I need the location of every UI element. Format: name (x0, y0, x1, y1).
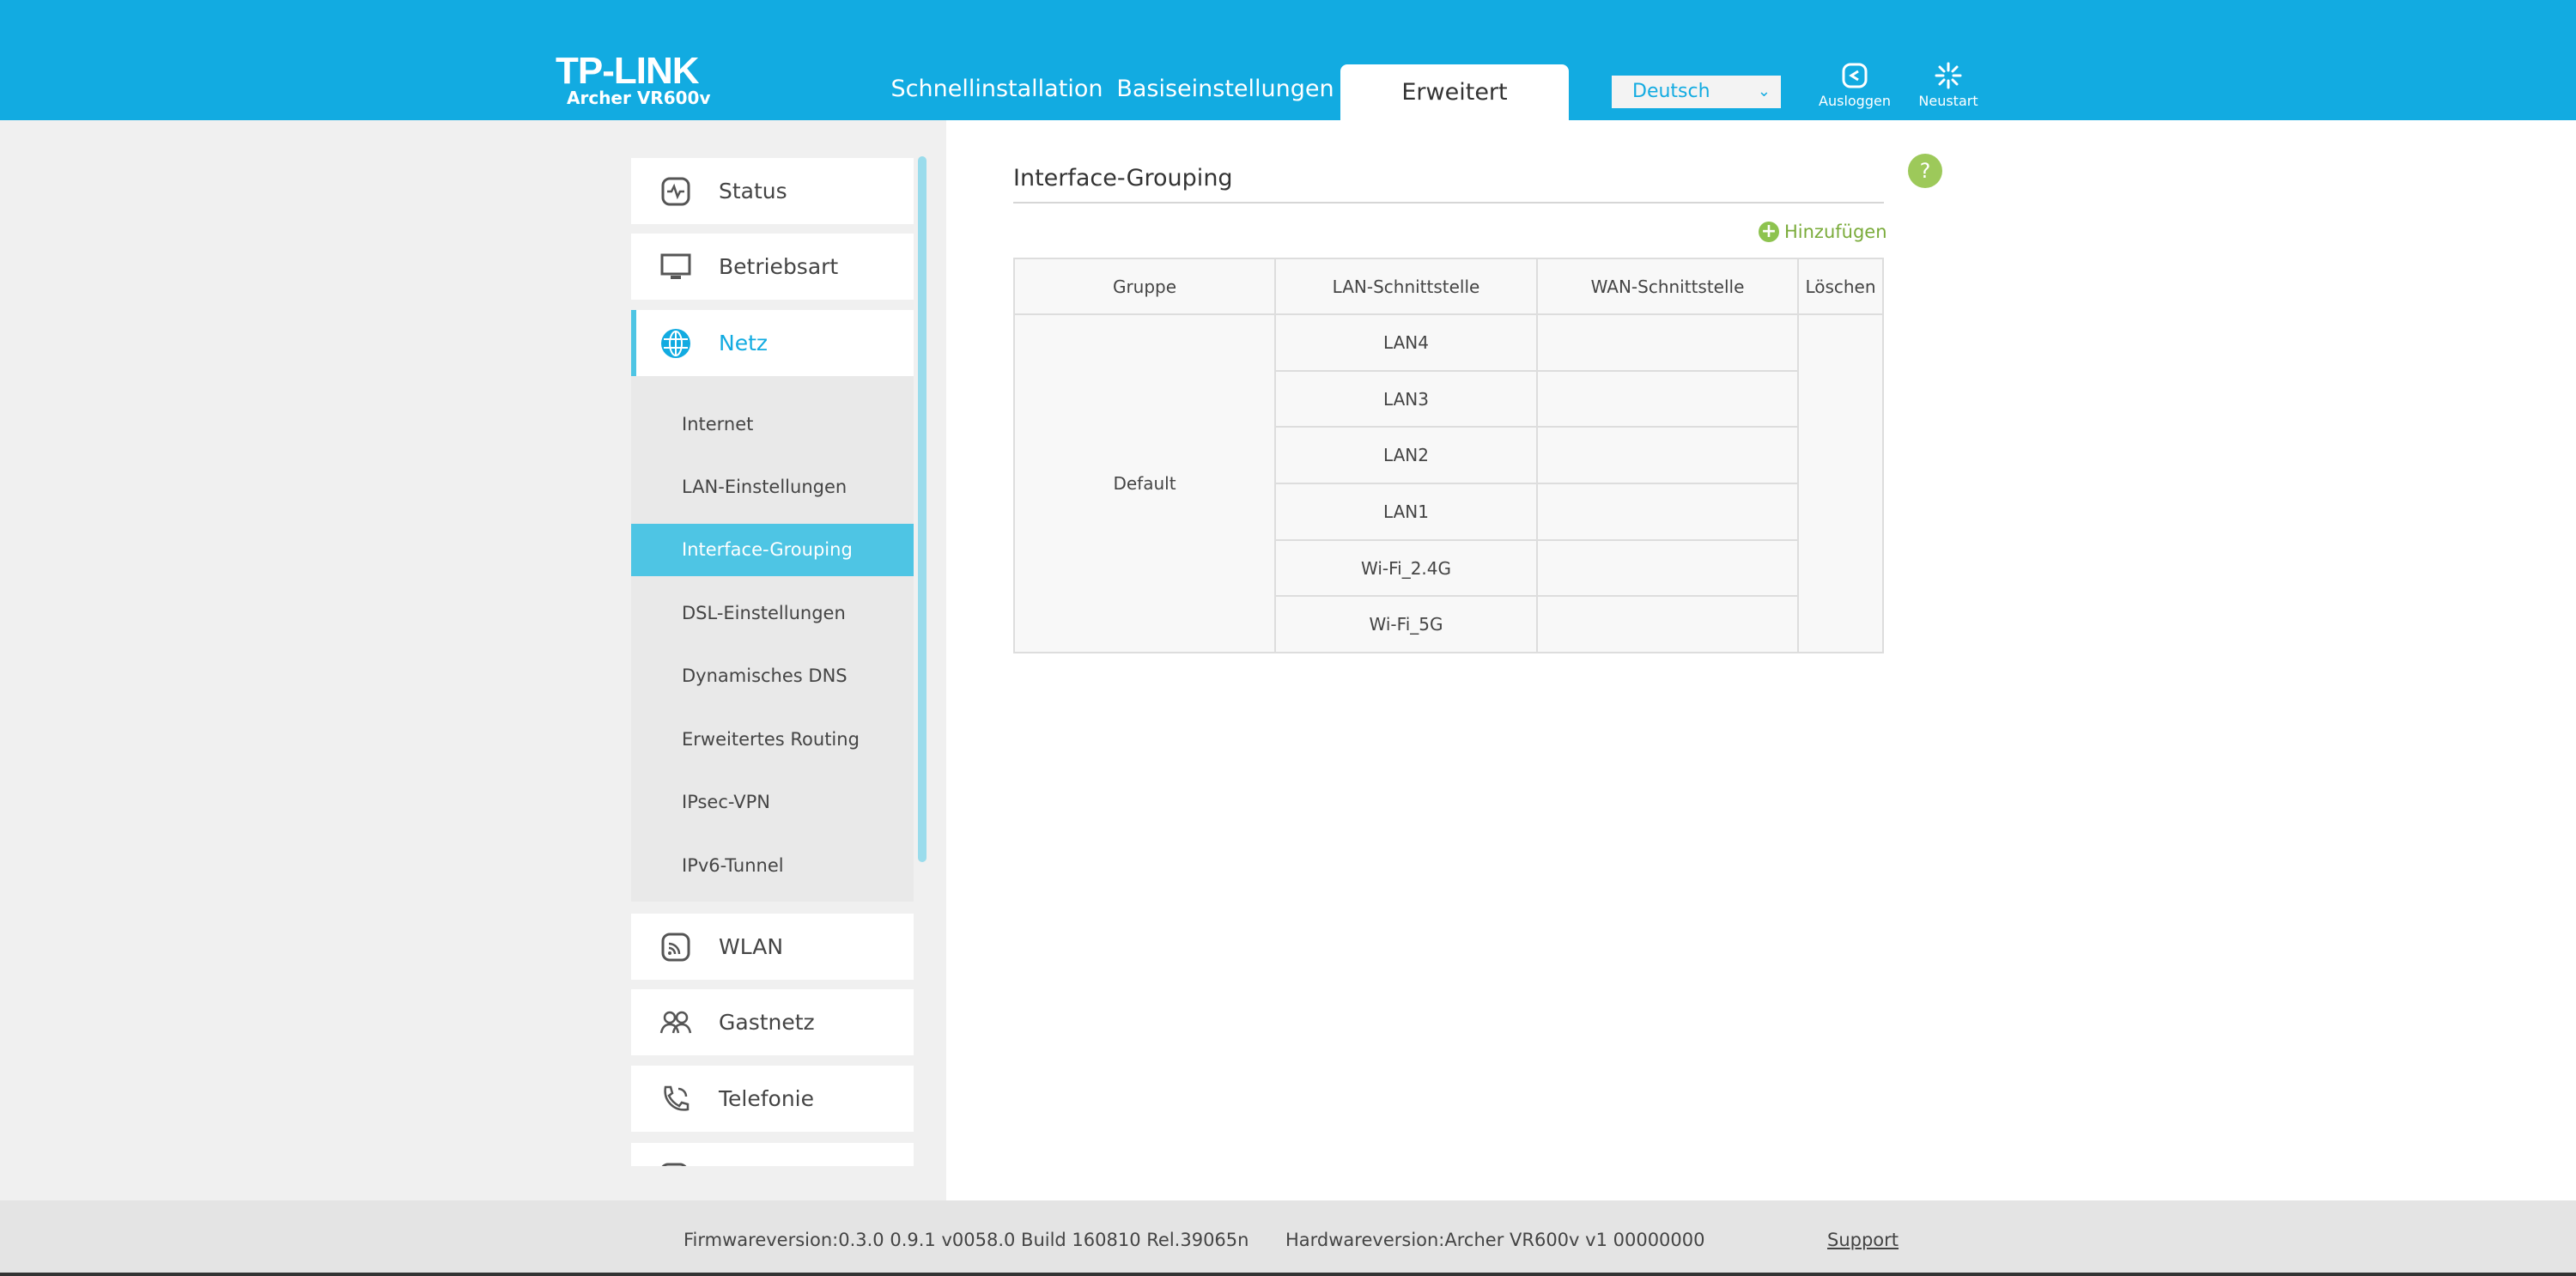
submenu-item-internet[interactable]: Internet (682, 414, 754, 434)
logout-label: Ausloggen (1819, 93, 1891, 109)
wan-cell (1536, 595, 1799, 654)
sidebar-item-partial[interactable] (631, 1143, 914, 1166)
tab-erweitert[interactable]: Erweitert (1340, 64, 1569, 121)
table-row: LAN2 (1014, 426, 1883, 485)
column-header-wan: WAN-Schnittstelle (1536, 258, 1799, 315)
submenu-item-interface-grouping[interactable]: Interface-Grouping (631, 524, 914, 576)
tab-basiseinstellungen[interactable]: Basiseinstellungen (1116, 76, 1334, 102)
sidebar-item-label: Netz (719, 331, 769, 355)
hardware-version: Hardwareversion:Archer VR600v v1 0000000… (1285, 1230, 1705, 1250)
status-icon (659, 174, 693, 209)
wan-cell (1536, 483, 1799, 541)
submenu-item-dynamisches-dns[interactable]: Dynamisches DNS (682, 665, 848, 686)
sidebar-item-label: Telefonie (719, 1086, 814, 1111)
reboot-button[interactable]: Neustart (1910, 62, 1987, 109)
submenu-item-erweitertes-routing[interactable]: Erweitertes Routing (682, 729, 860, 750)
chevron-down-icon: ⌄ (1757, 82, 1771, 100)
table-row: LAN1 (1014, 483, 1883, 541)
wifi-icon (659, 930, 693, 964)
sidebar-item-label: WLAN (719, 934, 784, 959)
logout-icon (1842, 63, 1868, 88)
table-row: Default LAN4 (1013, 313, 1884, 654)
lan-cell: LAN1 (1274, 483, 1538, 541)
wan-cell (1536, 369, 1799, 428)
sidebar-item-wlan[interactable]: WLAN (631, 914, 914, 980)
tp-link-logo: TP-LINK (556, 50, 700, 92)
firmware-version: Firmwareversion:0.3.0 0.9.1 v0058.0 Buil… (683, 1230, 1249, 1250)
sidebar-item-netz[interactable]: Netz (631, 310, 914, 376)
wan-cell (1536, 538, 1799, 598)
submenu-item-ipsec-vpn[interactable]: IPsec-VPN (682, 792, 770, 812)
phone-icon (659, 1082, 693, 1116)
sidebar-item-status[interactable]: Status (631, 158, 914, 224)
group-cell: Default (1013, 313, 1276, 654)
plus-icon: + (1759, 222, 1779, 242)
wan-cell (1536, 313, 1799, 372)
menu-icon (661, 1163, 687, 1166)
tab-schnellinstallation[interactable]: Schnellinstallation (890, 76, 1103, 102)
logout-button[interactable]: Ausloggen (1816, 62, 1893, 109)
interface-group-table: Gruppe LAN-Schnittstelle WAN-Schnittstel… (1013, 258, 1884, 654)
sidebar-item-label: Betriebsart (719, 254, 839, 279)
guest-icon (659, 1006, 693, 1040)
submenu-item-dsl-einstellungen[interactable]: DSL-Einstellungen (682, 603, 846, 623)
sidebar-item-gastnetz[interactable]: Gastnetz (631, 989, 914, 1055)
table-header-row: Gruppe LAN-Schnittstelle WAN-Schnittstel… (1013, 258, 1884, 315)
sidebar-item-label: Gastnetz (719, 1010, 815, 1035)
title-divider (1013, 202, 1884, 204)
wan-cell (1536, 426, 1799, 485)
column-header-lan: LAN-Schnittstelle (1274, 258, 1538, 315)
sidebar-item-label: Status (719, 179, 787, 204)
footer: Firmwareversion:0.3.0 0.9.1 v0058.0 Buil… (0, 1200, 2576, 1276)
column-header-loeschen: Löschen (1797, 258, 1884, 315)
table-row: Wi-Fi_2.4G (1014, 538, 1883, 598)
page-title: Interface-Grouping (1013, 165, 1233, 191)
lan-cell: Wi-Fi_5G (1274, 595, 1538, 654)
sidebar-item-betriebsart[interactable]: Betriebsart (631, 234, 914, 300)
header: TP-LINK Archer VR600v Schnellinstallatio… (0, 0, 2576, 121)
lan-cell: LAN3 (1274, 369, 1538, 428)
submenu-item-ipv6-tunnel[interactable]: IPv6-Tunnel (682, 855, 784, 876)
language-select[interactable]: Deutsch ⌄ (1612, 76, 1781, 108)
table-row: Wi-Fi_5G (1014, 595, 1883, 654)
submenu-netz: Internet LAN-Einstellungen Interface-Gro… (631, 376, 914, 902)
lan-cell: Wi-Fi_2.4G (1274, 538, 1538, 598)
table-row: LAN3 (1014, 369, 1883, 428)
submenu-item-lan-einstellungen[interactable]: LAN-Einstellungen (682, 477, 848, 497)
lan-cell: LAN4 (1274, 313, 1538, 372)
support-link[interactable]: Support (1827, 1230, 1899, 1250)
lan-cell: LAN2 (1274, 426, 1538, 485)
help-button[interactable]: ? (1908, 154, 1942, 188)
add-label: Hinzufügen (1784, 222, 1887, 242)
language-value: Deutsch (1632, 81, 1710, 102)
sidebar-item-telefonie[interactable]: Telefonie (631, 1066, 914, 1132)
reboot-icon (1935, 62, 1962, 89)
sidebar-scrollbar[interactable] (918, 156, 927, 862)
monitor-icon (659, 250, 693, 284)
model-name: Archer VR600v (567, 88, 711, 108)
column-header-gruppe: Gruppe (1013, 258, 1276, 315)
delete-cell (1797, 313, 1884, 654)
globe-icon (659, 326, 693, 361)
add-button[interactable]: + Hinzufügen (1759, 222, 1887, 242)
reboot-label: Neustart (1918, 93, 1978, 109)
